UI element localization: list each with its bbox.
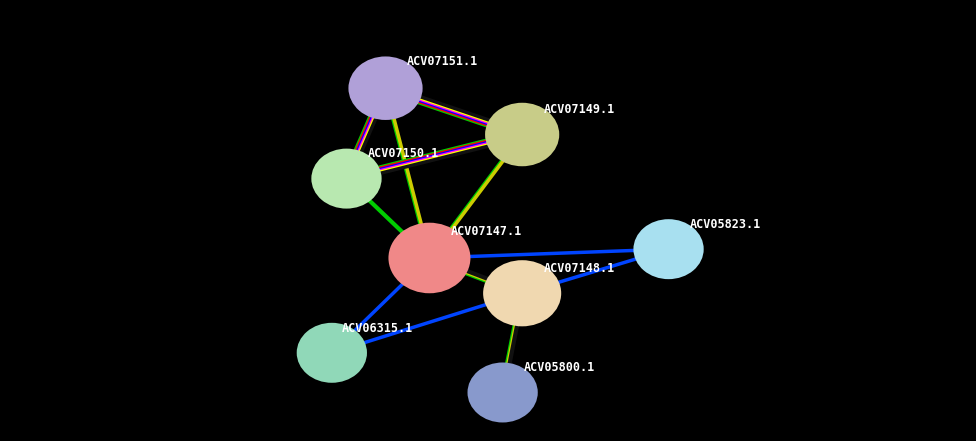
Text: ACV07147.1: ACV07147.1 xyxy=(451,225,522,238)
Text: ACV05823.1: ACV05823.1 xyxy=(690,218,761,231)
Text: ACV06315.1: ACV06315.1 xyxy=(342,321,413,335)
Ellipse shape xyxy=(633,219,704,279)
Text: ACV07149.1: ACV07149.1 xyxy=(544,103,615,116)
Text: ACV07151.1: ACV07151.1 xyxy=(407,55,478,68)
Ellipse shape xyxy=(468,363,538,422)
Text: ACV07150.1: ACV07150.1 xyxy=(368,147,439,161)
Ellipse shape xyxy=(311,149,382,209)
Ellipse shape xyxy=(483,260,561,326)
Ellipse shape xyxy=(348,56,423,120)
Ellipse shape xyxy=(388,223,470,293)
Text: ACV05800.1: ACV05800.1 xyxy=(524,361,595,374)
Ellipse shape xyxy=(485,103,559,166)
Ellipse shape xyxy=(297,323,367,383)
Text: ACV07148.1: ACV07148.1 xyxy=(544,262,615,275)
